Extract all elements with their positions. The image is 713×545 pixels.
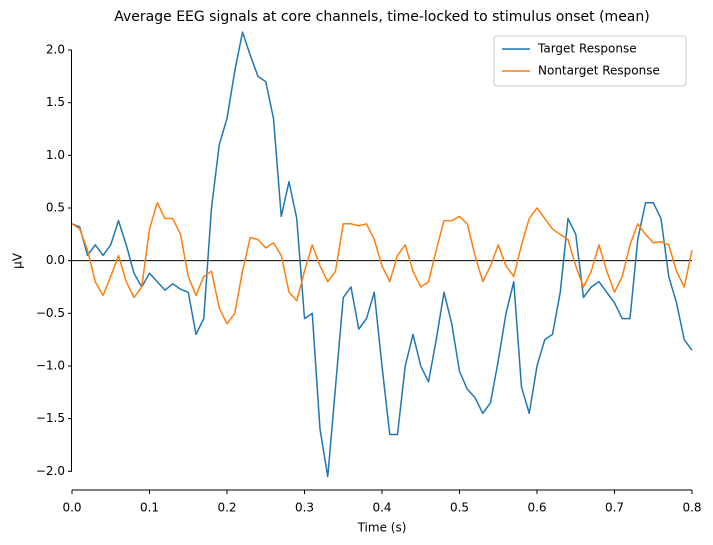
x-tick-label: 0.4 (372, 501, 391, 515)
y-tick-label: −2.0 (36, 464, 65, 478)
y-axis-label: µV (11, 252, 25, 269)
legend-label: Target Response (537, 42, 637, 56)
x-tick-label: 0.1 (140, 501, 159, 515)
y-tick-label: −1.0 (36, 358, 65, 372)
y-tick-label: 0.5 (46, 200, 65, 214)
y-tick-label: 0.0 (46, 253, 65, 267)
y-tick-label: 1.0 (46, 148, 65, 162)
y-tick-label: 1.5 (46, 95, 65, 109)
legend-label: Nontarget Response (538, 64, 660, 78)
x-tick-label: 0.3 (295, 501, 314, 515)
x-tick-label: 0.0 (62, 501, 81, 515)
x-tick-label: 0.6 (527, 501, 546, 515)
x-axis-label: Time (s) (357, 521, 407, 535)
y-tick-label: −0.5 (36, 306, 65, 320)
x-tick-label: 0.2 (217, 501, 236, 515)
series-line (71, 31, 693, 478)
legend-box (493, 35, 687, 87)
y-tick-label: 2.0 (46, 43, 65, 57)
series-line (71, 201, 693, 325)
x-tick-label: 0.5 (450, 501, 469, 515)
x-tick-label: 0.8 (682, 501, 701, 515)
chart-title: Average EEG signals at core channels, ti… (114, 9, 649, 25)
y-tick-label: −1.5 (36, 411, 65, 425)
x-tick-label: 0.7 (605, 501, 624, 515)
